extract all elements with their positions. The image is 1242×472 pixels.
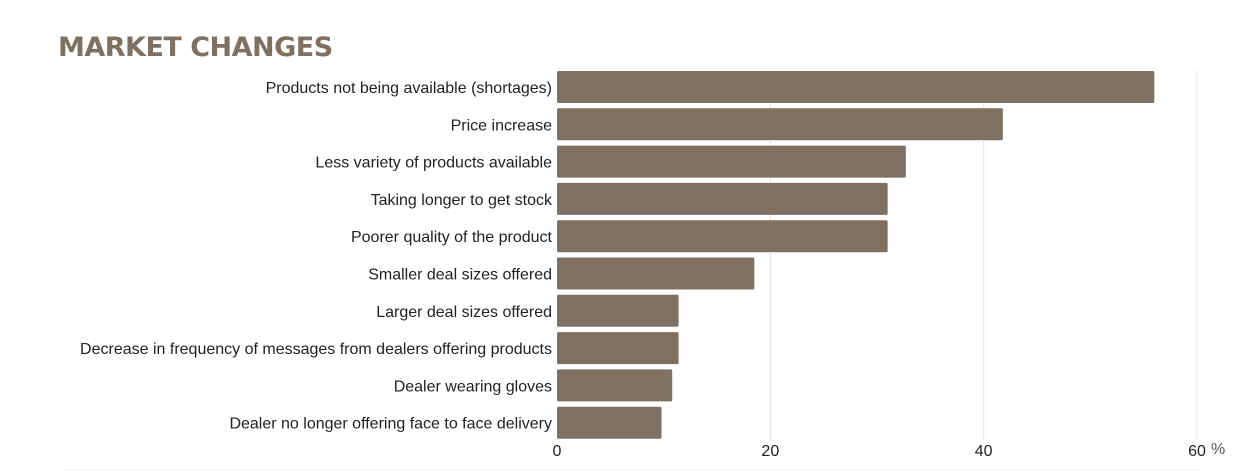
- bar: [557, 71, 1155, 103]
- bar: [557, 220, 888, 253]
- bar: [557, 332, 679, 365]
- category-label: Decrease in frequency of messages from d…: [80, 341, 552, 358]
- chart-title: MARKET CHANGES: [58, 32, 333, 63]
- x-axis-unit: %: [1211, 441, 1225, 458]
- bar: [557, 145, 906, 178]
- x-tick-label: 60: [1188, 443, 1206, 460]
- x-axis-ticks: 0 20 40 60: [553, 443, 1206, 460]
- bar: [557, 182, 888, 215]
- category-label: Products not being available (shortages): [266, 80, 552, 97]
- category-label: Price increase: [451, 117, 552, 134]
- category-label: Taking longer to get stock: [371, 192, 553, 209]
- category-label: Dealer no longer offering face to face d…: [229, 416, 552, 433]
- category-label: Dealer wearing gloves: [394, 378, 552, 395]
- bar: [557, 108, 1003, 141]
- bar: [557, 257, 755, 290]
- x-tick-label: 40: [975, 443, 993, 460]
- bar: [557, 294, 679, 327]
- bar: [557, 369, 673, 402]
- category-label: Smaller deal sizes offered: [368, 267, 552, 284]
- category-label: Less variety of products available: [315, 155, 552, 172]
- category-label: Poorer quality of the product: [351, 229, 553, 246]
- bar: [557, 406, 662, 439]
- category-label: Larger deal sizes offered: [376, 304, 552, 321]
- x-tick-label: 20: [761, 443, 779, 460]
- x-tick-label: 0: [553, 443, 562, 460]
- bars: [557, 71, 1155, 439]
- category-labels: Products not being available (shortages)…: [80, 80, 553, 433]
